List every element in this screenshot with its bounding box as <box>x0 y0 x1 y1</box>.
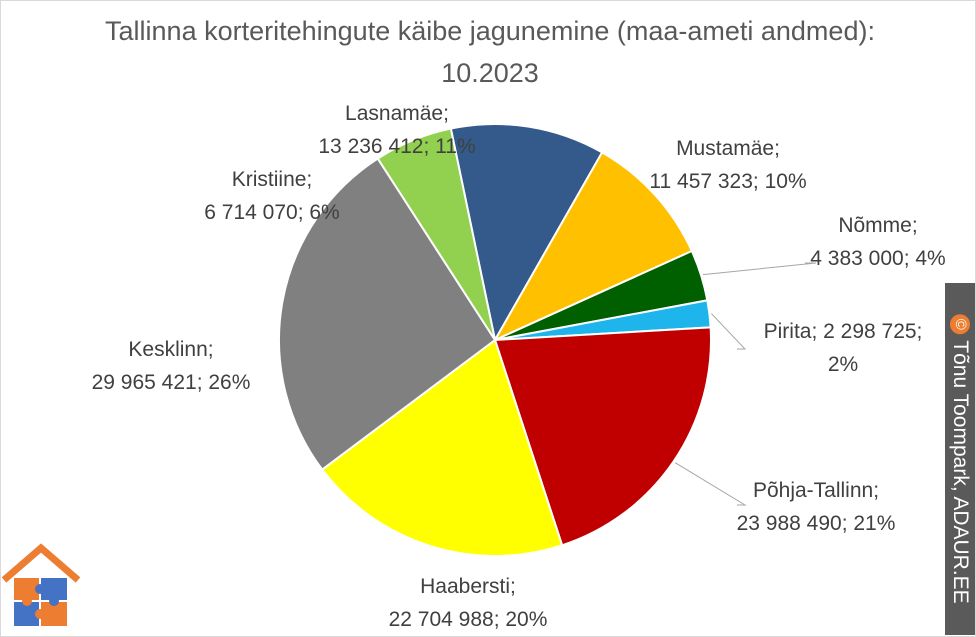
leader-line-pirita <box>711 313 747 350</box>
chart-title: Tallinna korteritehingute käibe jagunemi… <box>105 16 875 88</box>
pie-slice-kesklinn <box>278 157 497 472</box>
slice-labels: Lasnamäe; 13 236 412; 11% Mustamäe; 11 457 … <box>92 102 946 631</box>
copyright-owner: Tõnu Toompark, ADAUR.EE <box>949 340 972 604</box>
slice-label-kristiine: Kristiine; 6 714 070; 6% <box>204 168 339 224</box>
copyright-icon: © <box>950 314 970 335</box>
house-puzzle-logo <box>1 543 81 626</box>
slice-label-kesklinn: Kesklinn; 29 965 421; 26% <box>92 338 251 394</box>
leader-line-nomme <box>702 262 817 276</box>
pie-slice-haabersti <box>320 338 564 557</box>
slice-label-nomme: Nõmme; 4 383 000; 4% <box>810 214 945 270</box>
slice-label-mustamae: Mustamäe; 11 457 323; 10% <box>649 137 806 193</box>
leader-line-pohja-tallinn <box>674 462 747 506</box>
slice-label-haabersti: Haabersti; 22 704 988; 20% <box>389 575 548 631</box>
pie-slice-mustamae <box>492 151 694 343</box>
slice-label-pohja-tallinn: Põhja-Tallinn; 23 988 490; 21% <box>737 479 896 535</box>
pie-slices <box>278 123 713 557</box>
copyright-bar <box>945 283 975 635</box>
copyright-watermark: © Tõnu Toompark, ADAUR.EE <box>948 314 972 604</box>
leader-lines <box>674 262 817 506</box>
slice-label-pirita: Pirita; 2 298 725; 2% <box>764 320 923 376</box>
slice-label-lasnamae: Lasnamäe; 13 236 412; 11% <box>318 102 475 158</box>
pie-slice-kristiine <box>376 127 496 341</box>
pie-slice-lasnamae <box>449 123 604 343</box>
pie-slice-pohja-tallinn <box>493 326 713 547</box>
